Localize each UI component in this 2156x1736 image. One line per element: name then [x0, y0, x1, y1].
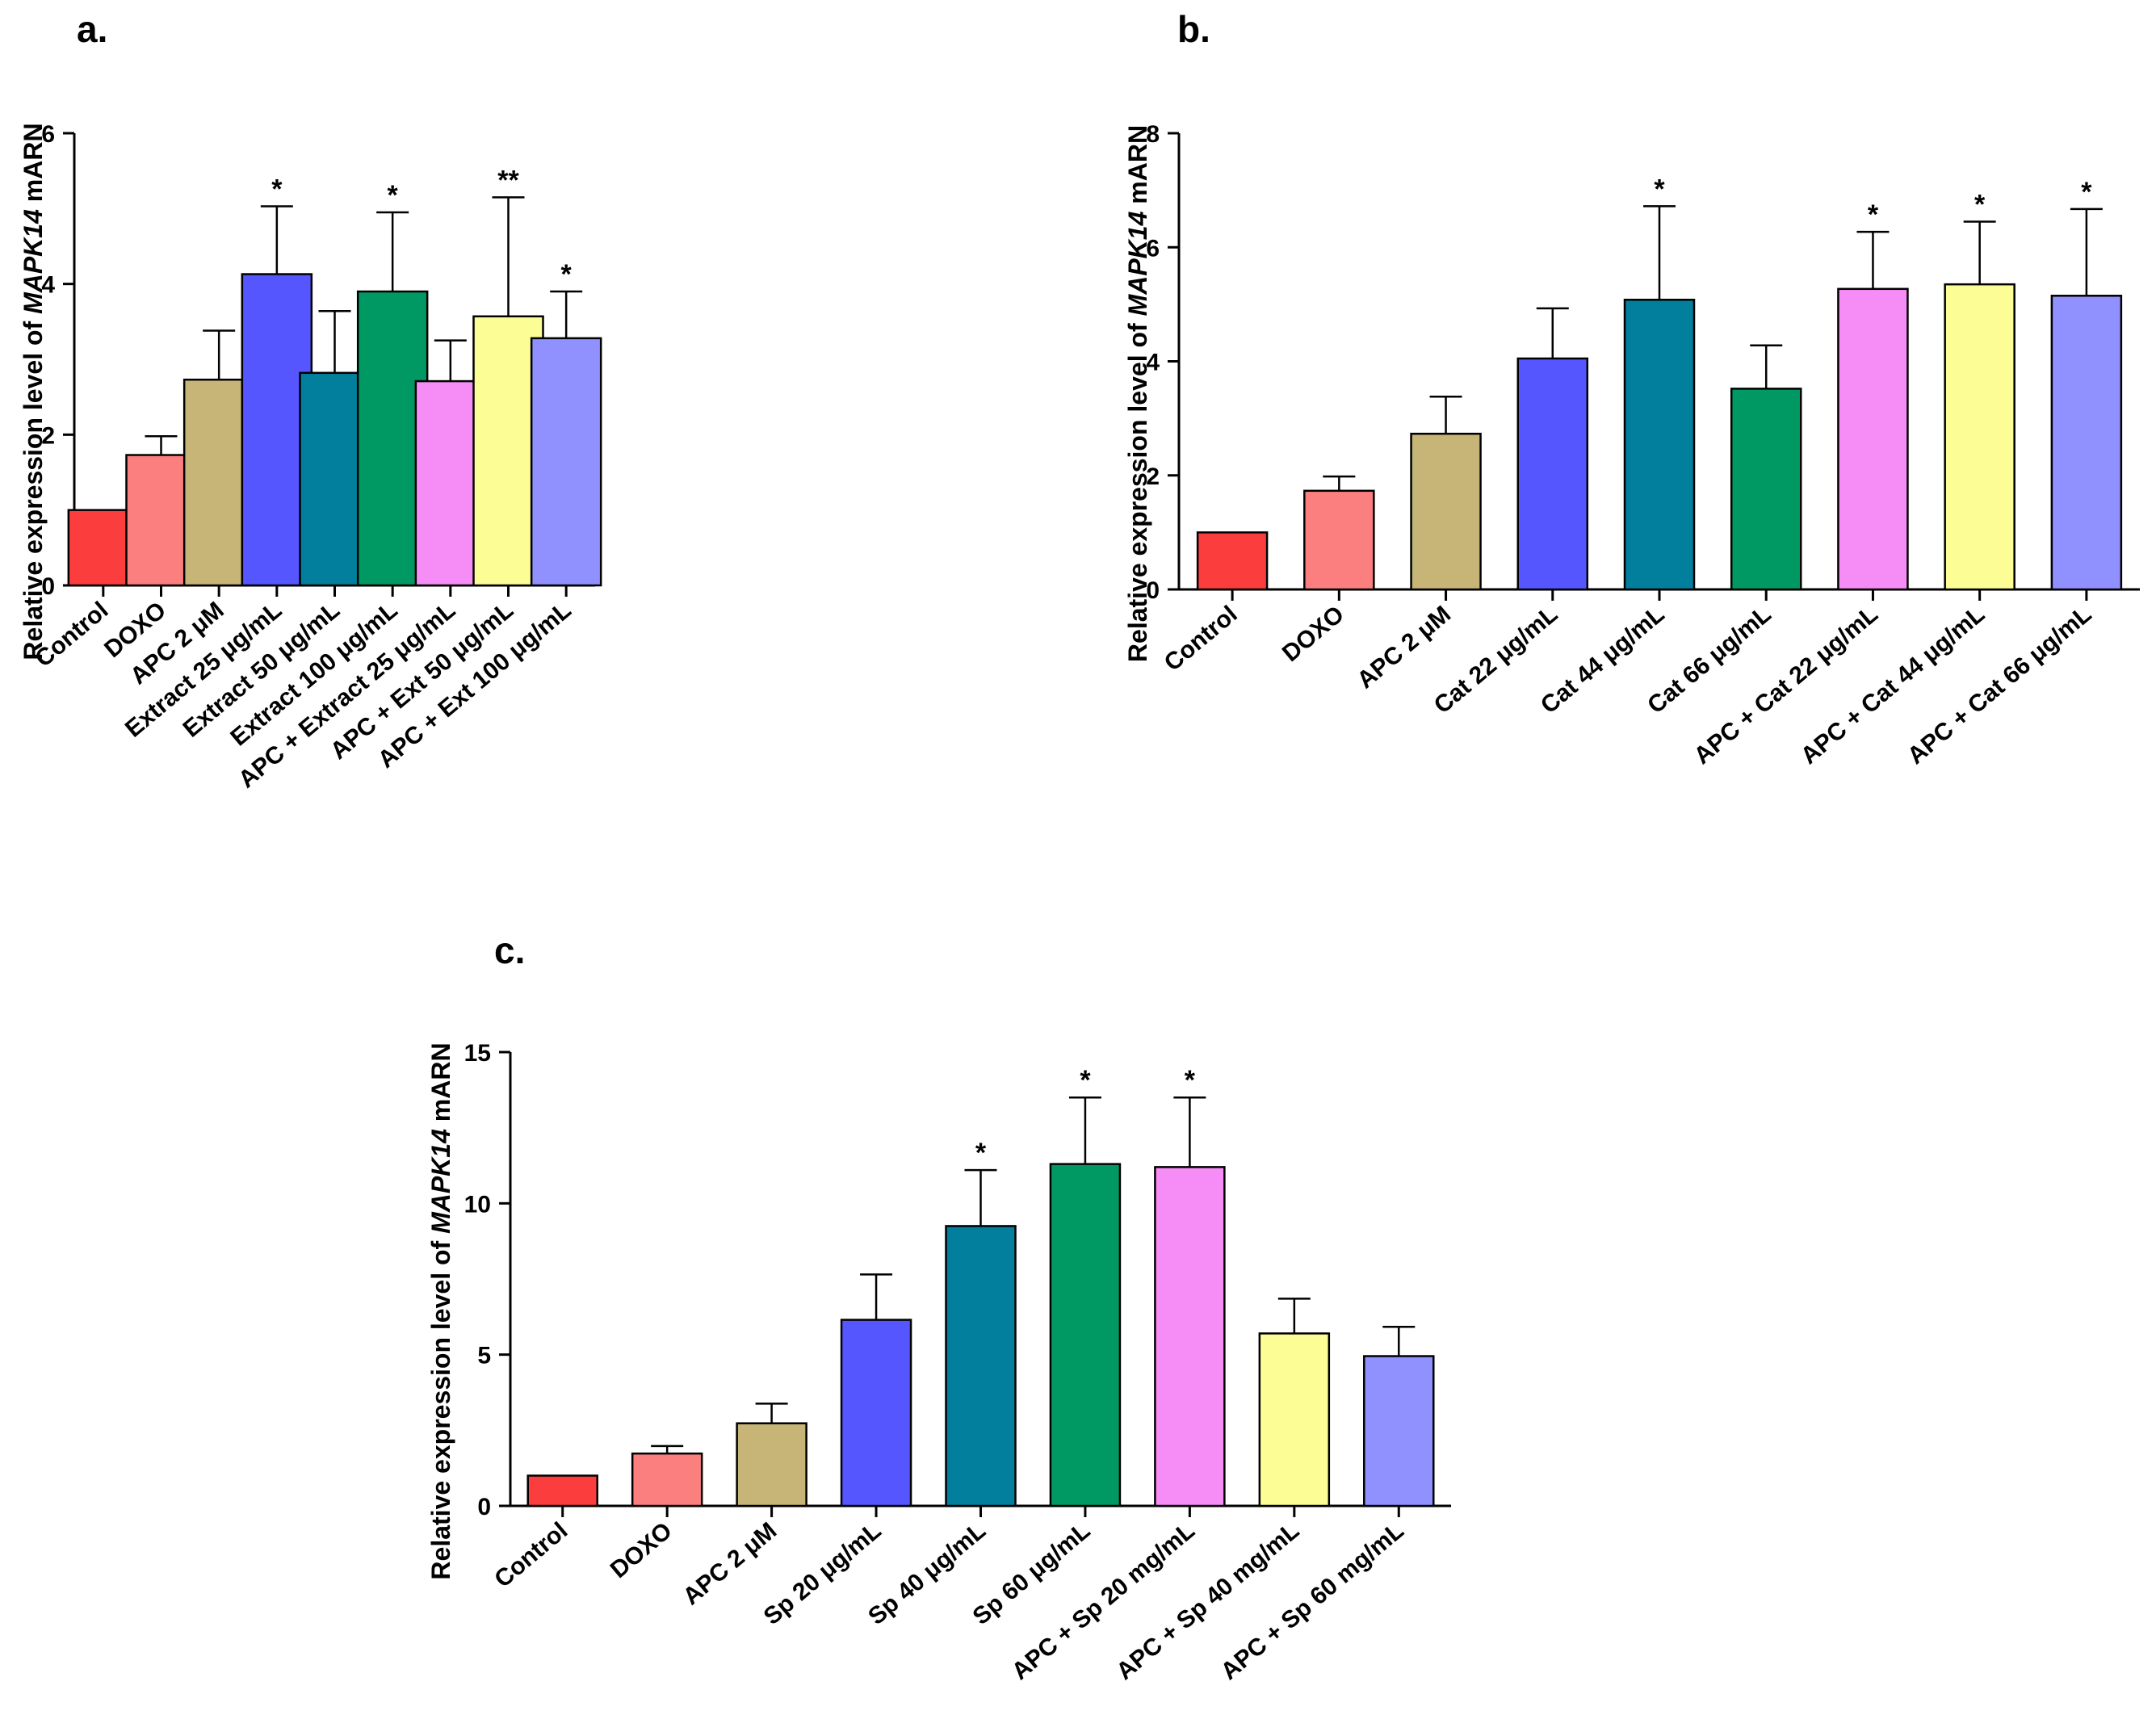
- category-label: Control: [489, 1517, 573, 1593]
- y-tick-label: 0: [477, 1494, 491, 1520]
- significance-marker: *: [975, 1138, 987, 1168]
- significance-marker: *: [561, 259, 573, 290]
- y-tick-label: 6: [1146, 235, 1160, 262]
- bar: [526, 1474, 598, 1507]
- y-tick-label: 2: [41, 422, 55, 449]
- category-label: APC + Sp 20 mg/mL: [1007, 1517, 1200, 1685]
- panel-label: a.: [77, 8, 107, 50]
- y-tick-label: 0: [1146, 577, 1160, 604]
- y-tick-label: 5: [477, 1343, 491, 1369]
- y-tick-label: 4: [1146, 350, 1160, 376]
- bar: [631, 1452, 703, 1507]
- chart-panel-3: c. 0 5 10 15 Relative expression level of MAP…: [426, 929, 1451, 1685]
- bar: [1363, 1355, 1435, 1507]
- bar: [1944, 283, 2015, 591]
- bar: [1154, 1166, 1226, 1507]
- bar: [945, 1225, 1017, 1507]
- significance-marker: *: [2081, 177, 2092, 208]
- bar: [1730, 388, 1802, 591]
- bar: [530, 337, 602, 587]
- category-label: APC + Cat 44 μg/mL: [1796, 601, 1990, 769]
- y-tick-label: 0: [41, 573, 55, 600]
- significance-marker: **: [497, 165, 519, 195]
- category-label: DOXO: [606, 1517, 677, 1583]
- category-label: APC + Sp 60 mg/mL: [1216, 1517, 1409, 1685]
- significance-marker: *: [1974, 189, 1986, 220]
- bar: [840, 1319, 912, 1507]
- significance-marker: *: [1185, 1065, 1196, 1096]
- category-label: APC + Cat 66 μg/mL: [1902, 601, 2096, 769]
- bar: [1258, 1332, 1331, 1507]
- category-label: Control: [1160, 601, 1243, 677]
- bar: [1303, 489, 1375, 591]
- significance-marker: *: [1080, 1065, 1091, 1096]
- bar: [736, 1422, 807, 1507]
- category-label: APC 2 μM: [678, 1517, 782, 1610]
- bar: [2050, 295, 2123, 591]
- panel-label: b.: [1177, 8, 1210, 50]
- bar: [1623, 298, 1696, 591]
- significance-marker: *: [388, 180, 399, 211]
- bar: [1410, 432, 1482, 591]
- bar: [1196, 531, 1269, 591]
- category-label: APC 2 μM: [1353, 601, 1456, 694]
- y-tick-label: 15: [464, 1040, 491, 1067]
- significance-marker: *: [1654, 174, 1665, 204]
- category-label: APC + Sp 40 mg/mL: [1111, 1517, 1304, 1685]
- y-tick-label: 6: [41, 121, 55, 148]
- y-tick-label: 4: [41, 272, 55, 299]
- significance-marker: *: [1868, 199, 1879, 230]
- y-tick-label: 8: [1146, 121, 1160, 148]
- bar: [1516, 357, 1589, 591]
- significance-marker: *: [271, 174, 283, 205]
- y-axis-label: Relative expression level of MAPK14 mARN: [19, 123, 48, 660]
- y-axis-label: Relative expression level of MAPK14 mARN: [426, 1042, 455, 1579]
- bar: [1837, 287, 1909, 591]
- bar: [1049, 1163, 1122, 1507]
- y-axis-label: Relative expression level of MAPK14 mARN: [1123, 125, 1152, 662]
- panel-label: c.: [494, 929, 525, 971]
- y-tick-label: 2: [1146, 463, 1160, 490]
- category-label: DOXO: [1277, 601, 1349, 667]
- category-label: APC + Cat 22 μg/mL: [1689, 601, 1883, 769]
- y-tick-label: 10: [464, 1191, 491, 1218]
